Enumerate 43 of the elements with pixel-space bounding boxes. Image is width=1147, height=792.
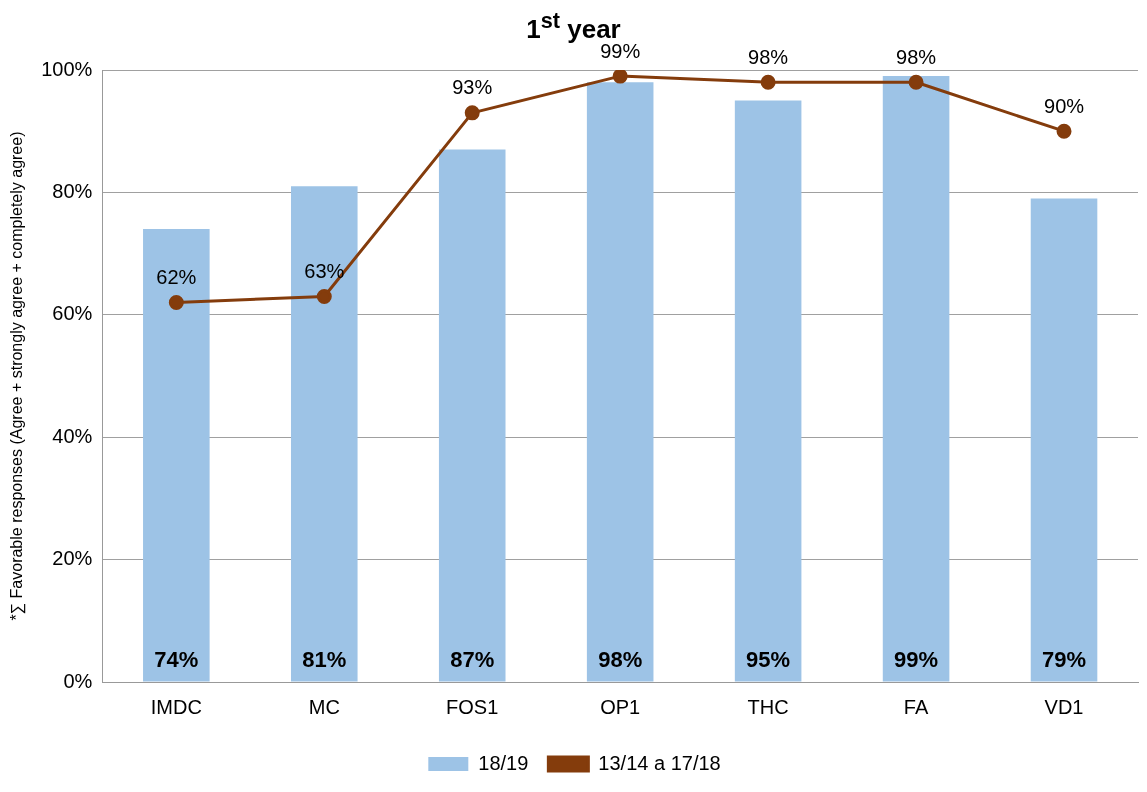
x-tick-label: FOS1: [446, 695, 499, 718]
y-tick-label: 100%: [41, 57, 93, 80]
x-tick-label: VD1: [1044, 695, 1084, 718]
data-label: 95%: [746, 647, 791, 673]
y-tick-label: 0%: [63, 669, 93, 692]
legend-label: 13/14 a 17/18: [598, 751, 721, 774]
data-label: 74%: [154, 647, 199, 673]
legend-label: 18/19: [478, 751, 529, 774]
y-tick-label: 80%: [52, 179, 93, 202]
data-label: 90%: [1044, 94, 1085, 117]
point: [464, 105, 480, 121]
data-label: 87%: [450, 647, 495, 673]
data-label: 99%: [894, 647, 939, 673]
bar: [586, 82, 654, 682]
data-label: 98%: [598, 647, 643, 673]
x-tick-label: FA: [903, 695, 929, 718]
data-label: 98%: [896, 45, 937, 68]
data-label: 93%: [452, 76, 493, 99]
data-label: 98%: [748, 45, 789, 68]
y-axis-title: *∑ Favorable responses (Agree + strongly agree + completely agree): [8, 131, 27, 621]
data-label: 81%: [302, 647, 347, 673]
x-tick-label: MC: [308, 695, 340, 718]
x-tick-label: IMDC: [150, 695, 202, 718]
point: [316, 288, 332, 304]
data-label: 62%: [156, 266, 197, 289]
bar: [734, 100, 802, 682]
bar: [143, 229, 210, 682]
bar: [1030, 198, 1098, 682]
point: [168, 295, 184, 311]
point: [1056, 123, 1072, 139]
x-tick-label: THC: [747, 695, 789, 718]
bar: [438, 149, 506, 682]
x-tick-label: OP1: [600, 695, 641, 718]
y-tick-label: 40%: [52, 424, 93, 447]
data-label: 63%: [304, 259, 345, 282]
bar: [882, 76, 950, 682]
point: [612, 70, 628, 84]
data-label: 79%: [1042, 647, 1087, 673]
point: [908, 74, 924, 90]
point: [760, 74, 776, 90]
y-tick-label: 60%: [52, 302, 93, 325]
bar: [290, 186, 358, 682]
y-tick-label: 20%: [52, 547, 93, 570]
